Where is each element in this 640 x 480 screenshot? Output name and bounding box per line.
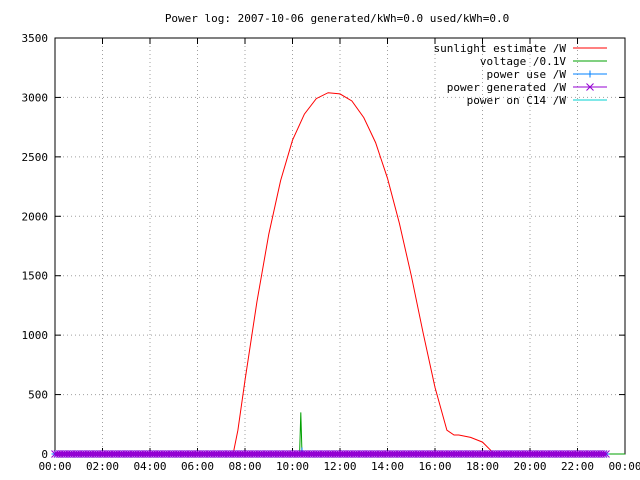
data-point-marker [586, 83, 594, 91]
y-tick-label: 0 [41, 448, 48, 461]
x-tick-label: 00:00 [38, 460, 71, 473]
x-tick-label: 04:00 [133, 460, 166, 473]
y-tick-label: 3500 [22, 32, 49, 45]
x-tick-label: 16:00 [418, 460, 451, 473]
axes: 00:00 02:00 04:00 06:00 08:00 10:00 12:00 14:00… [22, 32, 640, 473]
x-tick-label: 06:00 [181, 460, 214, 473]
series-line [55, 92, 625, 455]
x-tick-label: 22:00 [561, 460, 594, 473]
chart-title: Power log: 2007-10-06 generated/kWh=0.0 … [165, 12, 509, 25]
legend-label: power use /W [487, 68, 567, 81]
y-tick-label: 3000 [22, 91, 49, 104]
legend-label: sunlight estimate /W [434, 42, 567, 55]
x-tick-label: 10:00 [276, 460, 309, 473]
x-tick-label: 02:00 [86, 460, 119, 473]
grid-lines [55, 38, 625, 454]
data-point-marker [599, 450, 608, 458]
x-tick-label: 20:00 [513, 460, 546, 473]
data-point-marker [586, 70, 594, 78]
x-tick-label: 18:00 [466, 460, 499, 473]
y-tick-label: 2500 [22, 151, 49, 164]
data-point-marker [602, 450, 610, 458]
legend-label: power on C14 /W [467, 94, 567, 107]
x-tick-label: 00:00 [608, 460, 640, 473]
y-tick-label: 2000 [22, 210, 49, 223]
legend-label: voltage /0.1V [480, 55, 566, 68]
x-tick-label: 12:00 [323, 460, 356, 473]
x-tick-label: 14:00 [371, 460, 404, 473]
series-lines [51, 92, 625, 458]
x-tick-label: 08:00 [228, 460, 261, 473]
y-tick-label: 1500 [22, 270, 49, 283]
y-tick-label: 1000 [22, 329, 49, 342]
y-tick-label: 500 [28, 389, 48, 402]
legend-label: power generated /W [447, 81, 567, 94]
